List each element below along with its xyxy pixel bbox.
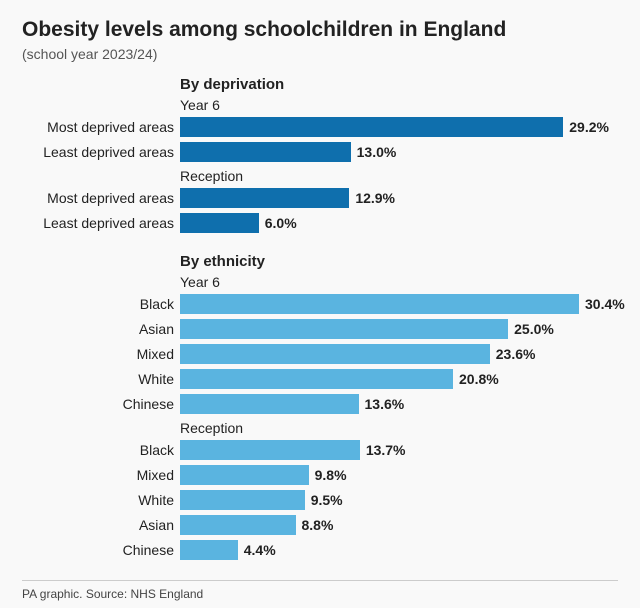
bar xyxy=(180,540,238,560)
bar-wrap: 20.8% xyxy=(180,369,618,389)
bar-wrap: 23.6% xyxy=(180,344,618,364)
bar-wrap: 13.0% xyxy=(180,142,618,162)
group-header: Reception xyxy=(180,420,618,436)
bar-value: 13.6% xyxy=(359,394,405,414)
bar-row: Mixed 9.8% xyxy=(22,463,618,487)
bar-label: Least deprived areas xyxy=(22,215,180,231)
bar-value: 20.8% xyxy=(453,369,499,389)
bar-wrap: 13.6% xyxy=(180,394,618,414)
bar-wrap: 25.0% xyxy=(180,319,618,339)
bar-row: Chinese 4.4% xyxy=(22,538,618,562)
bar-wrap: 6.0% xyxy=(180,213,618,233)
bar-row: Least deprived areas 13.0% xyxy=(22,140,618,164)
bar xyxy=(180,394,359,414)
bar-label: Most deprived areas xyxy=(22,119,180,135)
bar xyxy=(180,319,508,339)
bar xyxy=(180,440,360,460)
bar-row: White 20.8% xyxy=(22,367,618,391)
bar-wrap: 4.4% xyxy=(180,540,618,560)
bar-label: Mixed xyxy=(22,467,180,483)
bar-value: 9.5% xyxy=(305,490,343,510)
bar xyxy=(180,465,309,485)
bar-row: Least deprived areas 6.0% xyxy=(22,211,618,235)
bar-value: 6.0% xyxy=(259,213,297,233)
bar-label: Chinese xyxy=(22,396,180,412)
bar-wrap: 30.4% xyxy=(180,294,618,314)
bar-wrap: 13.7% xyxy=(180,440,618,460)
bar-label: White xyxy=(22,371,180,387)
bar xyxy=(180,515,296,535)
bar xyxy=(180,344,490,364)
chart-title: Obesity levels among schoolchildren in E… xyxy=(22,18,618,42)
bar-label: Black xyxy=(22,442,180,458)
bar-label: Most deprived areas xyxy=(22,190,180,206)
bar xyxy=(180,142,351,162)
chart-body: By deprivationYear 6Most deprived areas2… xyxy=(22,76,618,562)
bar-label: Mixed xyxy=(22,346,180,362)
bar-label: Chinese xyxy=(22,542,180,558)
bar-wrap: 29.2% xyxy=(180,117,618,137)
bar xyxy=(180,117,563,137)
bar-row: Black 13.7% xyxy=(22,438,618,462)
bar xyxy=(180,188,349,208)
chart-subtitle: (school year 2023/24) xyxy=(22,46,618,62)
bar-wrap: 9.5% xyxy=(180,490,618,510)
bar-row: Mixed 23.6% xyxy=(22,342,618,366)
bar-row: Most deprived areas 29.2% xyxy=(22,115,618,139)
group-header: Reception xyxy=(180,168,618,184)
bar-wrap: 12.9% xyxy=(180,188,618,208)
bar xyxy=(180,490,305,510)
bar xyxy=(180,294,579,314)
bar xyxy=(180,213,259,233)
bar-row: White 9.5% xyxy=(22,488,618,512)
bar-wrap: 9.8% xyxy=(180,465,618,485)
bar-value: 13.7% xyxy=(360,440,406,460)
group-header: Year 6 xyxy=(180,274,618,290)
section-header: By deprivation xyxy=(180,76,618,93)
bar-label: Asian xyxy=(22,321,180,337)
bar-wrap: 8.8% xyxy=(180,515,618,535)
bar-value: 8.8% xyxy=(296,515,334,535)
bar-row: Black30.4% xyxy=(22,292,618,316)
bar xyxy=(180,369,453,389)
bar-label: Least deprived areas xyxy=(22,144,180,160)
bar-row: Asian 8.8% xyxy=(22,513,618,537)
bar-label: Asian xyxy=(22,517,180,533)
bar-value: 30.4% xyxy=(579,294,625,314)
bar-value: 9.8% xyxy=(309,465,347,485)
chart-footer: PA graphic. Source: NHS England xyxy=(22,580,618,601)
bar-row: Asian 25.0% xyxy=(22,317,618,341)
bar-row: Most deprived areas 12.9% xyxy=(22,186,618,210)
bar-value: 25.0% xyxy=(508,319,554,339)
bar-value: 13.0% xyxy=(351,142,397,162)
bar-value: 23.6% xyxy=(490,344,536,364)
bar-value: 29.2% xyxy=(563,117,609,137)
bar-label: White xyxy=(22,492,180,508)
group-header: Year 6 xyxy=(180,97,618,113)
section-header: By ethnicity xyxy=(180,253,618,270)
bar-label: Black xyxy=(22,296,180,312)
bar-value: 12.9% xyxy=(349,188,395,208)
bar-value: 4.4% xyxy=(238,540,276,560)
bar-row: Chinese 13.6% xyxy=(22,392,618,416)
